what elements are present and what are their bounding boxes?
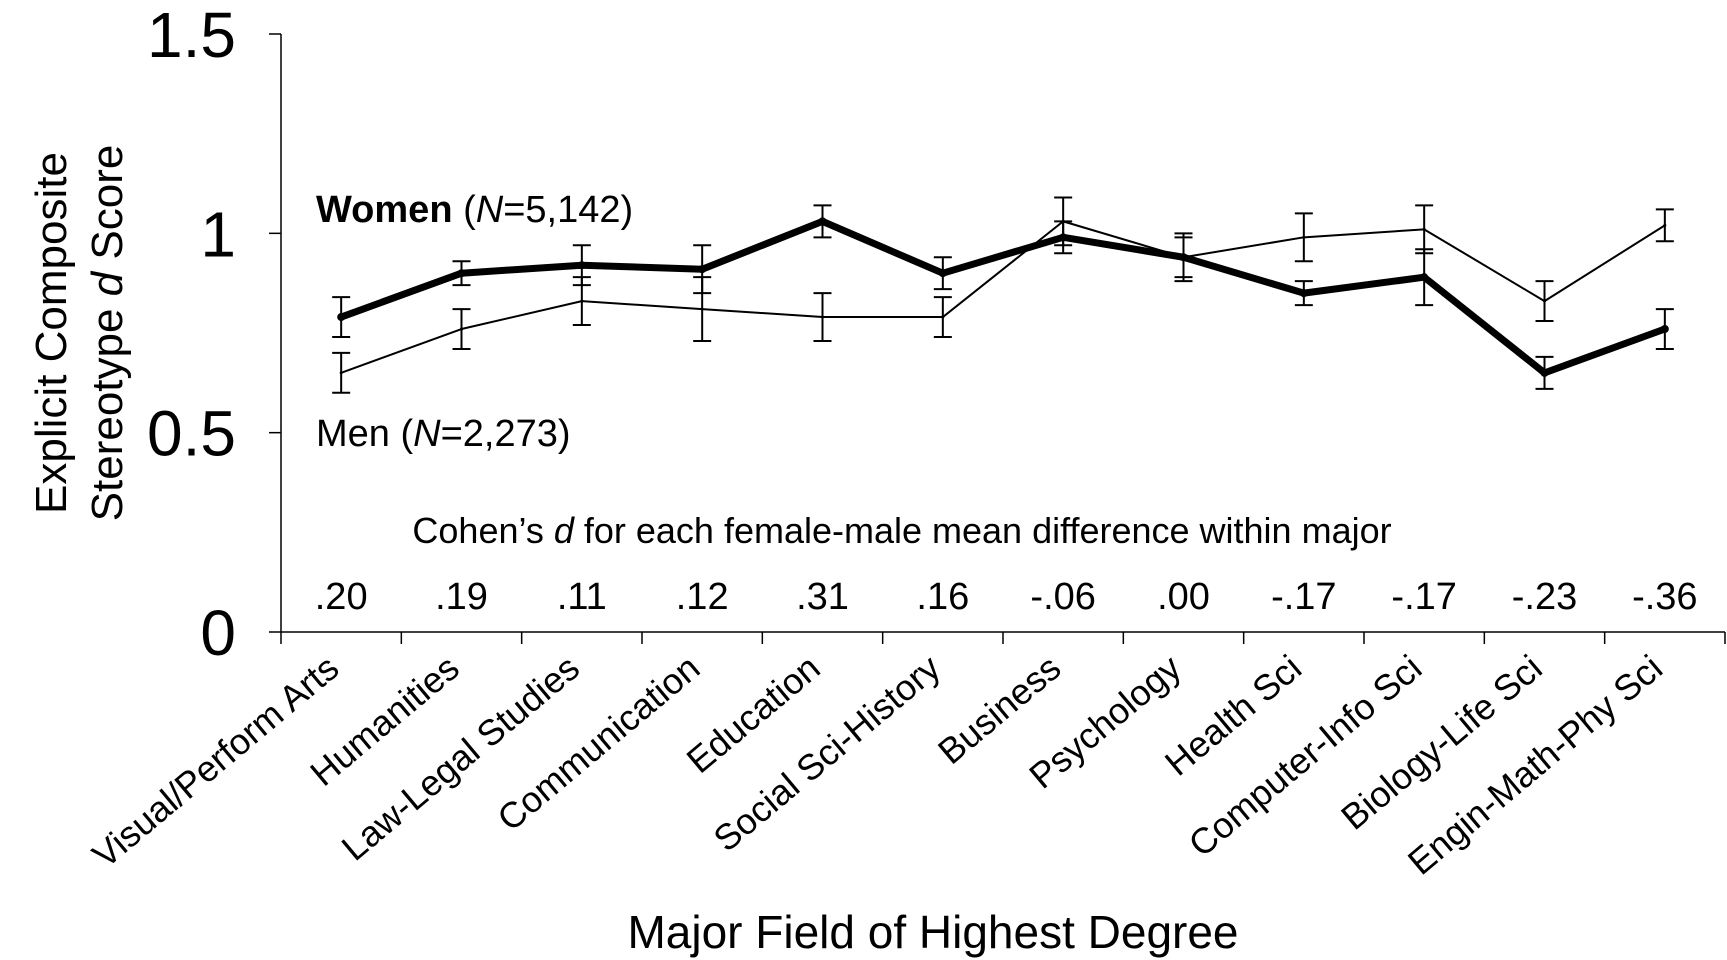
- series-layer: [332, 196, 1674, 394]
- series-line-women: [339, 217, 1667, 377]
- y-ticks: 0 0.5 1 1.5: [147, 0, 281, 669]
- error-bar: [1294, 280, 1313, 307]
- data-point: [818, 217, 827, 226]
- data-point: [577, 261, 586, 270]
- error-bar: [452, 308, 471, 350]
- data-point: [1299, 289, 1308, 298]
- cohens-d-value: -.17: [1391, 576, 1456, 618]
- data-point: [580, 299, 584, 303]
- cohens-d-value: .31: [796, 576, 849, 618]
- cohens-d-value: .11: [557, 576, 607, 618]
- error-bar: [1535, 280, 1554, 323]
- data-point: [1061, 219, 1065, 223]
- x-tick-label: Communication: [489, 647, 707, 839]
- series-label-men: Men (N=2,273): [316, 413, 571, 455]
- error-bar: [813, 204, 832, 239]
- error-bar: [332, 351, 351, 394]
- data-point: [339, 371, 343, 375]
- cohens-d-value: .00: [1157, 576, 1210, 618]
- data-point: [1420, 273, 1429, 282]
- cohens-d-value: -.36: [1632, 576, 1697, 618]
- data-point: [941, 315, 945, 319]
- annotation-label: Cohen’s d for each female-male mean diff…: [412, 510, 1391, 551]
- cohens-d-value: .20: [315, 576, 368, 618]
- error-bar: [933, 256, 952, 291]
- error-bar: [1655, 208, 1674, 243]
- y-tick-label: 0: [200, 597, 236, 669]
- data-point: [1663, 223, 1667, 227]
- cohens-d-value: .16: [916, 576, 969, 618]
- cohens-d-value: -.06: [1030, 576, 1095, 618]
- error-bar: [1174, 236, 1193, 279]
- data-point: [1660, 325, 1669, 334]
- y-axis-title-line1: Explicit Composite: [27, 152, 76, 514]
- error-bar: [1054, 196, 1073, 247]
- cohens-d-row: .20 .19 .11 .12 .31 .16 -.06 .00 -.17 -.17 -.23 -.3…: [315, 576, 1698, 618]
- error-bar: [933, 296, 952, 338]
- data-point: [698, 265, 707, 274]
- data-point: [457, 269, 466, 278]
- cohens-d-value: .19: [435, 576, 488, 618]
- error-bar: [1535, 355, 1554, 390]
- data-point: [337, 313, 346, 322]
- error-bar: [813, 292, 832, 342]
- data-point: [938, 269, 947, 278]
- data-point: [1422, 227, 1426, 231]
- data-point: [1540, 368, 1549, 377]
- x-tick-label: Biology-Life Sci: [1333, 647, 1549, 838]
- data-point: [1302, 235, 1306, 239]
- series-label-women: Women (N=5,142): [316, 189, 633, 231]
- data-point: [1543, 299, 1546, 303]
- data-point: [821, 315, 824, 319]
- cohens-d-value: .12: [676, 576, 729, 618]
- x-axis-title: Major Field of Highest Degree: [627, 906, 1238, 958]
- error-bar: [693, 276, 712, 342]
- data-point: [1182, 255, 1185, 259]
- cohens-d-value: -.17: [1271, 576, 1336, 618]
- data-point: [460, 327, 463, 331]
- series-line-men: [340, 220, 1666, 374]
- cohens-d-value: -.23: [1512, 576, 1577, 618]
- y-tick-label: 1: [200, 198, 236, 270]
- error-bar: [332, 296, 351, 338]
- data-point: [700, 307, 704, 311]
- y-tick-label: 0.5: [147, 398, 236, 470]
- y-axis-title-line2: Stereotype d Score: [83, 145, 132, 522]
- error-bar: [1415, 204, 1434, 255]
- error-bar: [1655, 308, 1674, 350]
- error-bar: [1294, 212, 1313, 263]
- error-bar: [452, 260, 471, 287]
- y-tick-label: 1.5: [147, 0, 236, 71]
- error-bar: [572, 276, 591, 327]
